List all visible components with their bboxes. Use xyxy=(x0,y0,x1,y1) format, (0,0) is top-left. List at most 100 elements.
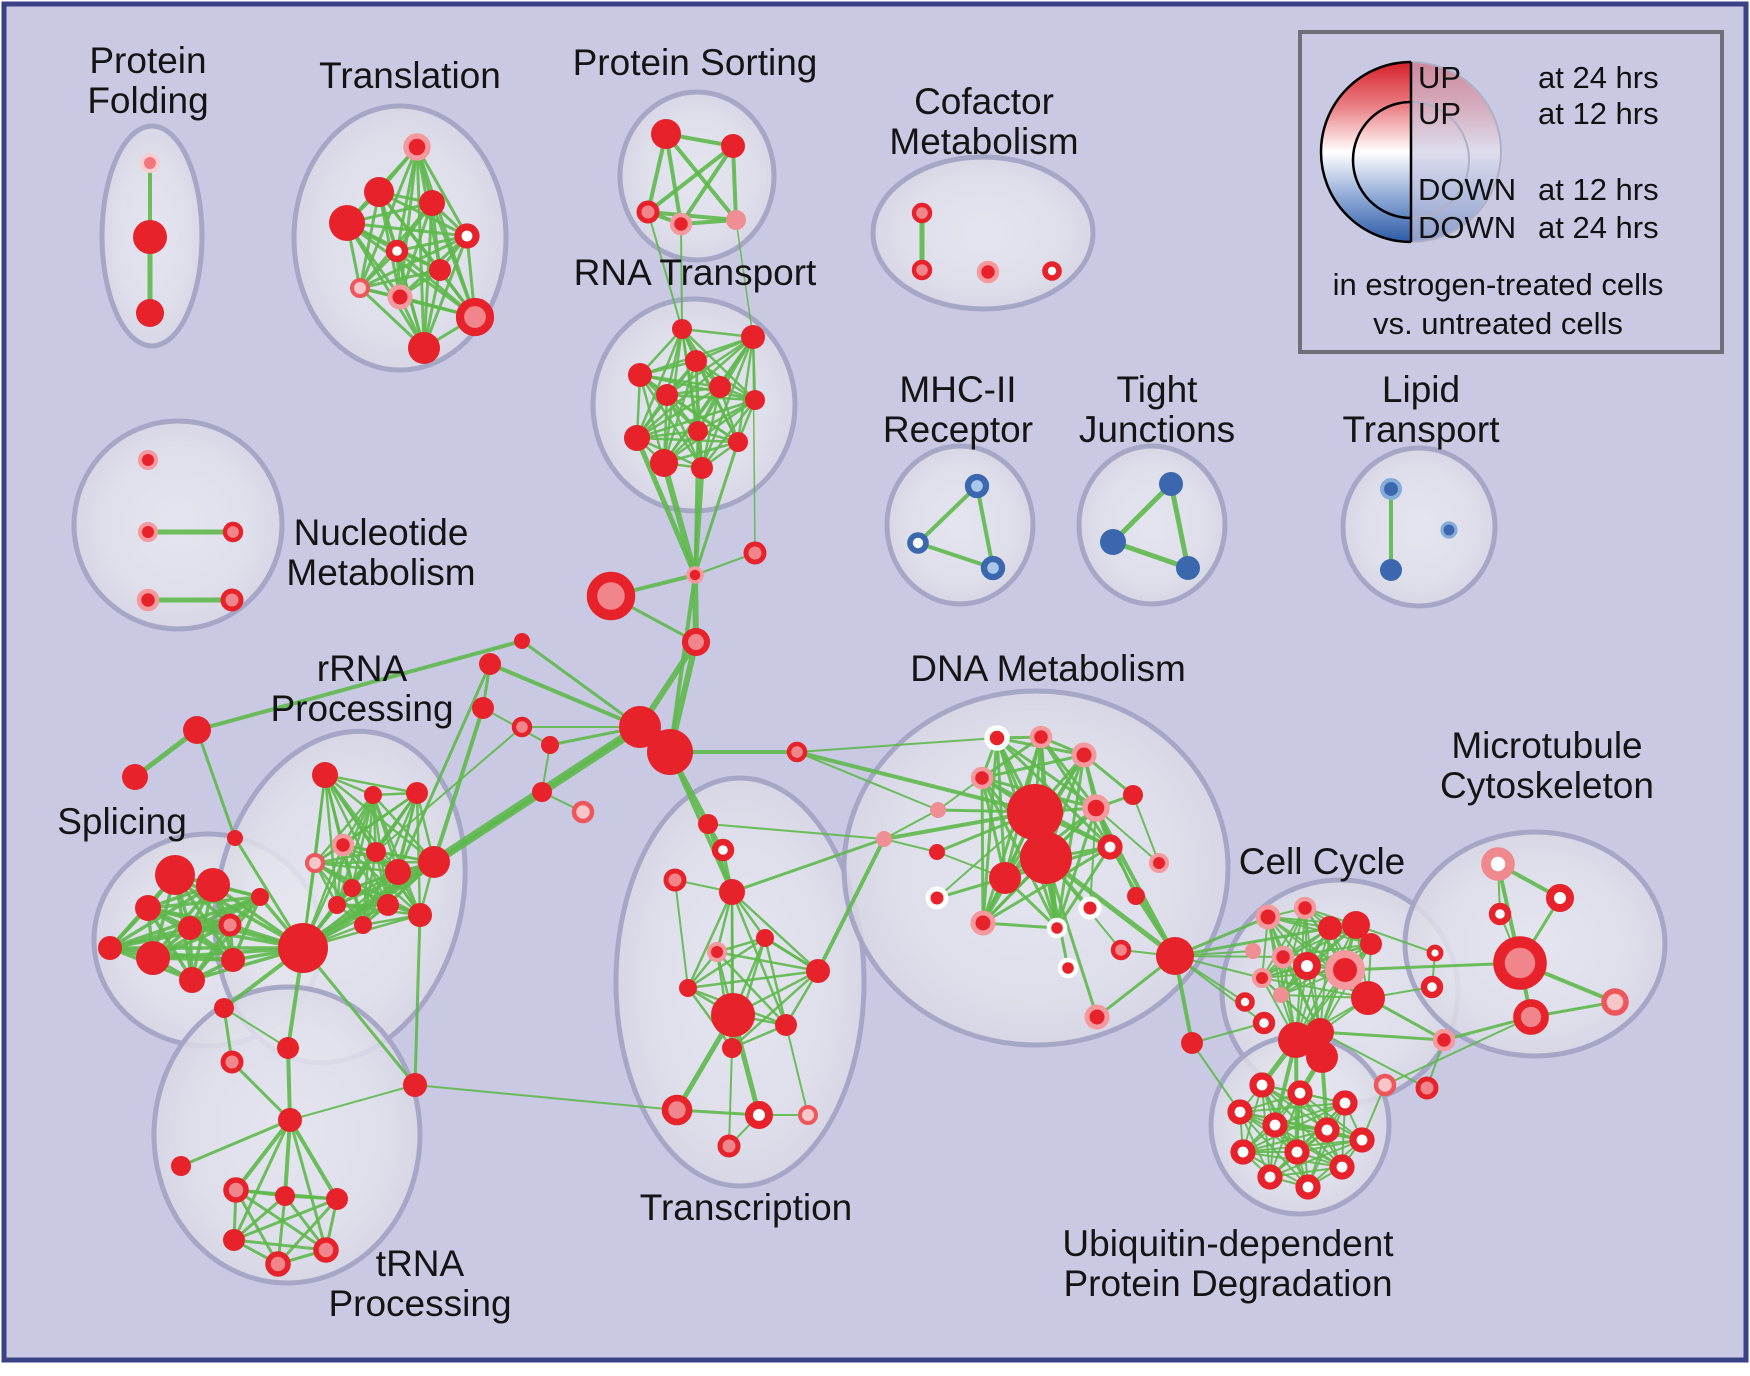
node-ps5[interactable] xyxy=(726,210,746,230)
node-dn14[interactable] xyxy=(970,910,996,936)
node-tx13[interactable] xyxy=(745,1101,773,1129)
node-mt3[interactable] xyxy=(1488,902,1512,926)
node-rt5[interactable] xyxy=(709,376,731,398)
node-dn9[interactable] xyxy=(1007,784,1063,840)
node-tc2[interactable] xyxy=(220,1050,244,1074)
node-tx12[interactable] xyxy=(661,1094,693,1126)
node-ub4[interactable] xyxy=(1227,1099,1253,1125)
node-ch8[interactable] xyxy=(532,782,552,802)
node-tx2[interactable] xyxy=(711,838,735,862)
node-ps3[interactable] xyxy=(636,200,660,224)
node-st3[interactable] xyxy=(227,830,243,846)
node-dn13[interactable] xyxy=(925,886,949,910)
node-cc18[interactable] xyxy=(1306,1041,1338,1073)
node-rt12[interactable] xyxy=(691,457,713,479)
node-tl8[interactable] xyxy=(350,278,370,298)
node-tb3[interactable] xyxy=(326,1188,348,1210)
node-dn18[interactable] xyxy=(1149,853,1169,873)
node-nm4[interactable] xyxy=(136,588,160,612)
node-rr8[interactable] xyxy=(418,846,450,878)
node-tl5[interactable] xyxy=(454,223,480,249)
node-mt5[interactable] xyxy=(1493,936,1547,990)
node-rr3[interactable] xyxy=(406,782,428,804)
node-rt6[interactable] xyxy=(656,384,678,406)
node-dn15[interactable] xyxy=(1078,896,1102,920)
node-cc9[interactable] xyxy=(1325,950,1365,990)
node-rt8[interactable] xyxy=(688,421,708,441)
node-cf4[interactable] xyxy=(1042,261,1062,281)
node-ub7[interactable] xyxy=(1349,1127,1375,1153)
node-cc1[interactable] xyxy=(1255,904,1281,930)
node-lt1[interactable] xyxy=(1379,477,1403,501)
node-rt3[interactable] xyxy=(685,350,707,372)
node-pf2[interactable] xyxy=(133,220,167,254)
node-mt9[interactable] xyxy=(1432,1028,1456,1052)
node-tx9[interactable] xyxy=(711,993,755,1037)
node-dn2[interactable] xyxy=(1029,725,1053,749)
node-ps2[interactable] xyxy=(721,134,745,158)
node-mt4[interactable] xyxy=(1426,944,1444,962)
node-rt4[interactable] xyxy=(628,363,652,387)
node-tl3[interactable] xyxy=(329,205,365,241)
node-ub12[interactable] xyxy=(1295,1174,1321,1200)
node-cc4[interactable] xyxy=(1342,911,1370,939)
node-cf1[interactable] xyxy=(911,202,933,224)
node-tj3[interactable] xyxy=(1176,556,1200,580)
node-dn24[interactable] xyxy=(1156,937,1194,975)
node-nm1[interactable] xyxy=(138,450,158,470)
node-rr4[interactable] xyxy=(331,833,355,857)
node-cc17[interactable] xyxy=(1278,1022,1314,1058)
node-tj2[interactable] xyxy=(1100,529,1126,555)
node-tx6[interactable] xyxy=(707,942,727,962)
node-cc8[interactable] xyxy=(1293,952,1321,980)
node-cc10[interactable] xyxy=(1252,968,1272,988)
node-dn19[interactable] xyxy=(1110,939,1132,961)
node-tb1[interactable] xyxy=(223,1177,249,1203)
node-ub1[interactable] xyxy=(1249,1072,1275,1098)
node-dn21[interactable] xyxy=(1084,1004,1110,1030)
node-cn1[interactable] xyxy=(786,741,808,763)
node-cf3[interactable] xyxy=(976,260,1000,284)
node-mt7[interactable] xyxy=(1513,999,1549,1035)
node-ps4[interactable] xyxy=(669,212,693,236)
node-tc5[interactable] xyxy=(171,1156,191,1176)
node-dn7[interactable] xyxy=(1123,785,1143,805)
node-sp4[interactable] xyxy=(178,916,202,940)
node-nm2[interactable] xyxy=(138,522,158,542)
node-mh1[interactable] xyxy=(964,473,990,499)
node-st2[interactable] xyxy=(122,764,148,790)
node-mt1[interactable] xyxy=(1481,847,1515,881)
node-ch6[interactable] xyxy=(647,729,693,775)
node-ch3[interactable] xyxy=(586,571,636,621)
node-tx10[interactable] xyxy=(775,1014,797,1036)
node-dn10[interactable] xyxy=(1020,832,1072,884)
node-dn17[interactable] xyxy=(1127,887,1145,905)
node-tx8[interactable] xyxy=(679,979,697,997)
node-ub8[interactable] xyxy=(1230,1139,1256,1165)
node-tl1[interactable] xyxy=(403,133,431,161)
node-ub5[interactable] xyxy=(1262,1112,1288,1138)
node-tx14[interactable] xyxy=(798,1105,818,1125)
node-tj1[interactable] xyxy=(1159,472,1183,496)
node-nm5[interactable] xyxy=(220,588,244,612)
node-sp6[interactable] xyxy=(136,941,170,975)
node-tb4[interactable] xyxy=(223,1229,245,1251)
node-cc7[interactable] xyxy=(1271,945,1295,969)
node-dn3[interactable] xyxy=(1071,742,1097,768)
node-cf2[interactable] xyxy=(911,259,933,281)
node-sp9[interactable] xyxy=(98,936,122,960)
node-mt10[interactable] xyxy=(1415,1076,1439,1100)
node-ub10[interactable] xyxy=(1329,1154,1355,1180)
node-tx4[interactable] xyxy=(719,879,745,905)
node-cc3[interactable] xyxy=(1318,916,1342,940)
node-rr5[interactable] xyxy=(305,853,325,873)
node-ch4[interactable] xyxy=(681,627,711,657)
node-cn3[interactable] xyxy=(472,697,494,719)
node-rt1[interactable] xyxy=(672,319,692,339)
node-ch2[interactable] xyxy=(743,541,767,565)
node-nm3[interactable] xyxy=(222,521,244,543)
node-sp8[interactable] xyxy=(179,967,205,993)
node-cn4[interactable] xyxy=(514,633,530,649)
node-rx1[interactable] xyxy=(403,1073,427,1097)
node-dn1[interactable] xyxy=(984,725,1010,751)
